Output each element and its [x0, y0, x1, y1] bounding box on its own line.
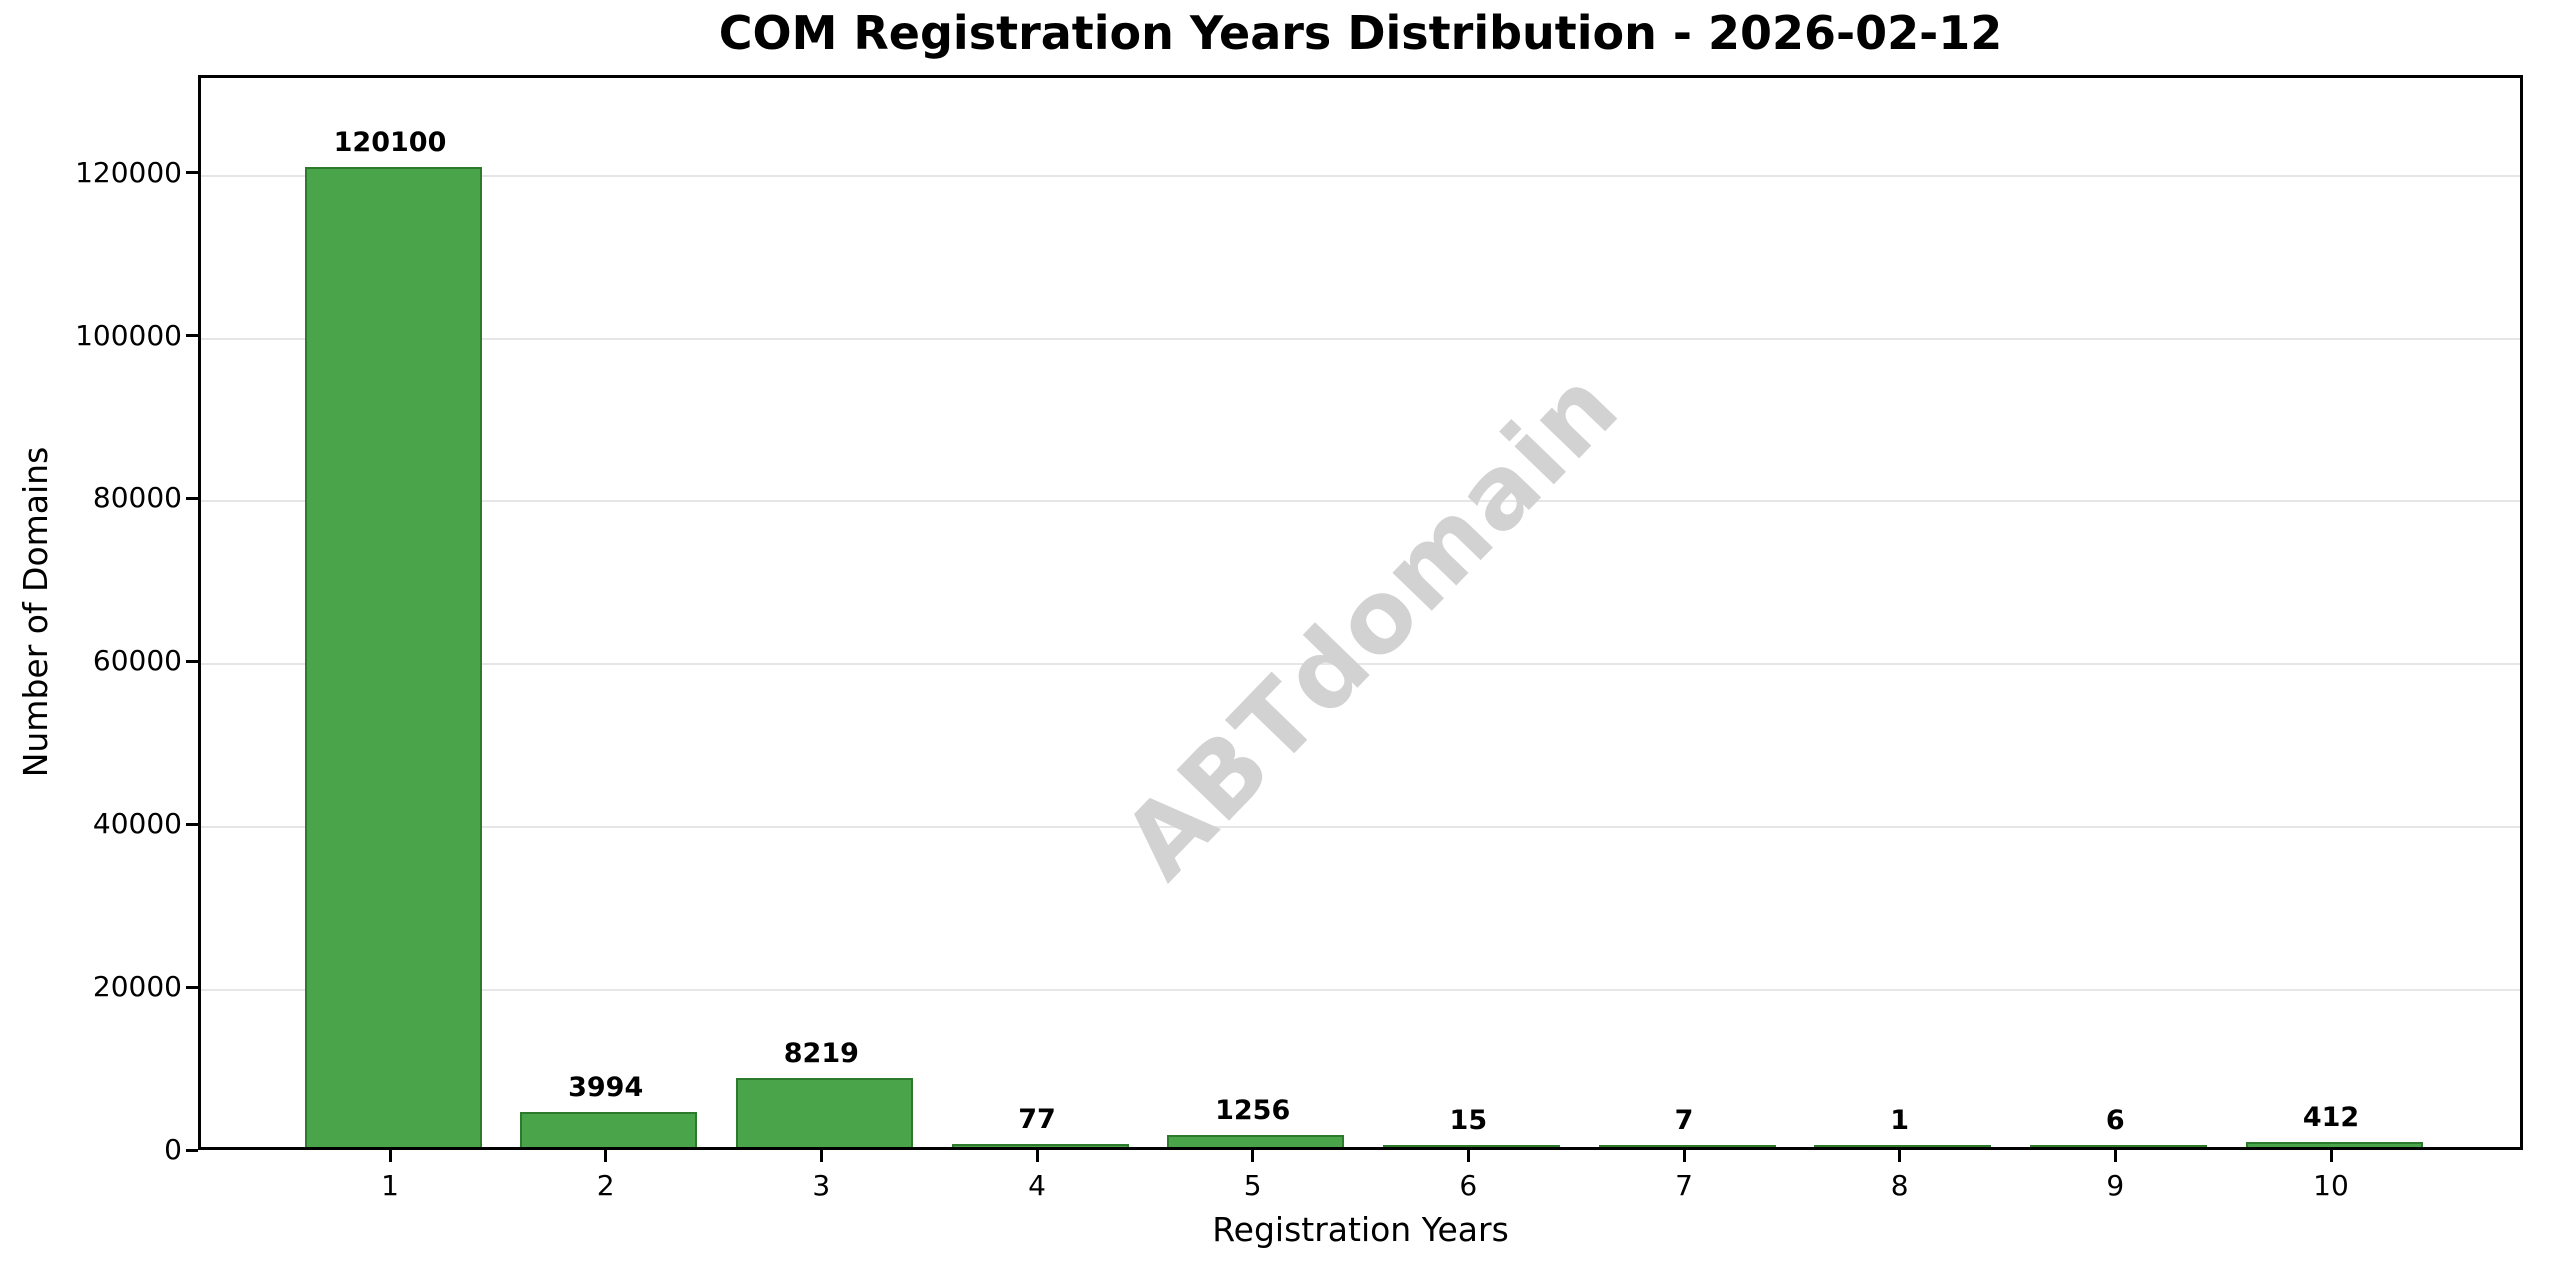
bar	[1382, 1144, 1560, 1147]
bar	[735, 1078, 913, 1147]
bar	[2029, 1144, 2207, 1147]
y-tick-label: 120000	[75, 155, 182, 189]
x-tick-mark	[604, 1150, 608, 1162]
x-tick-mark	[2329, 1150, 2333, 1162]
gridline	[201, 337, 2520, 340]
y-tick-label: 40000	[92, 807, 182, 841]
gridline	[201, 663, 2520, 666]
bar-value-label: 120100	[333, 126, 447, 158]
x-tick-mark	[2113, 1150, 2117, 1162]
y-tick-mark	[186, 496, 198, 500]
y-tick-mark	[186, 659, 198, 663]
bar	[304, 166, 482, 1147]
gridline	[201, 989, 2520, 992]
x-tick-label: 2	[596, 1169, 615, 1202]
bar-value-label: 77	[1018, 1104, 1056, 1136]
bar-value-label: 1	[1890, 1104, 1910, 1136]
y-tick-label: 100000	[75, 318, 182, 352]
bar	[2245, 1141, 2423, 1147]
bar	[951, 1144, 1129, 1147]
x-tick-mark	[819, 1150, 823, 1162]
x-tick-mark	[1466, 1150, 1470, 1162]
x-tick-mark	[1898, 1150, 1902, 1162]
x-tick-label: 4	[1028, 1169, 1046, 1202]
x-axis-label: Registration Years	[1212, 1210, 1509, 1249]
x-tick-label: 8	[1890, 1169, 1909, 1202]
x-tick-label: 1	[381, 1169, 399, 1202]
y-tick-label: 80000	[92, 481, 182, 515]
x-tick-label: 10	[2313, 1169, 2349, 1202]
gridline	[201, 500, 2520, 503]
bar-value-label: 6	[2105, 1104, 2125, 1136]
bar-value-label: 3994	[568, 1072, 644, 1104]
watermark: ABTdomain	[1100, 346, 1642, 902]
gridline	[201, 174, 2520, 177]
y-tick-mark	[186, 171, 198, 175]
y-tick-mark	[186, 334, 198, 338]
y-tick-mark	[186, 985, 198, 989]
x-tick-mark	[1251, 1150, 1255, 1162]
bar	[1167, 1134, 1345, 1147]
y-tick-mark	[186, 822, 198, 826]
x-tick-label: 6	[1459, 1169, 1478, 1202]
chart-title: COM Registration Years Distribution - 20…	[718, 6, 2003, 60]
bar	[1598, 1144, 1776, 1147]
plot-area: ABTdomain	[198, 75, 2523, 1150]
y-tick-label: 0	[164, 1133, 182, 1166]
bar-value-label: 8219	[783, 1038, 859, 1070]
y-tick-mark	[186, 1148, 198, 1152]
bar-value-label: 7	[1674, 1104, 1694, 1136]
bar-value-label: 15	[1449, 1104, 1488, 1136]
x-tick-mark	[388, 1150, 392, 1162]
y-tick-label: 20000	[92, 970, 182, 1004]
y-tick-label: 60000	[92, 644, 182, 678]
x-tick-label: 7	[1675, 1169, 1693, 1202]
bar-value-label: 412	[2302, 1101, 2360, 1133]
x-tick-label: 3	[812, 1169, 831, 1202]
x-tick-label: 5	[1243, 1169, 1262, 1202]
bar	[1814, 1144, 1992, 1147]
x-tick-mark	[1035, 1150, 1039, 1162]
bar	[520, 1112, 698, 1147]
x-tick-mark	[1682, 1150, 1686, 1162]
bar-value-label: 1256	[1215, 1094, 1291, 1126]
gridline	[201, 826, 2520, 829]
x-tick-label: 9	[2106, 1169, 2125, 1202]
